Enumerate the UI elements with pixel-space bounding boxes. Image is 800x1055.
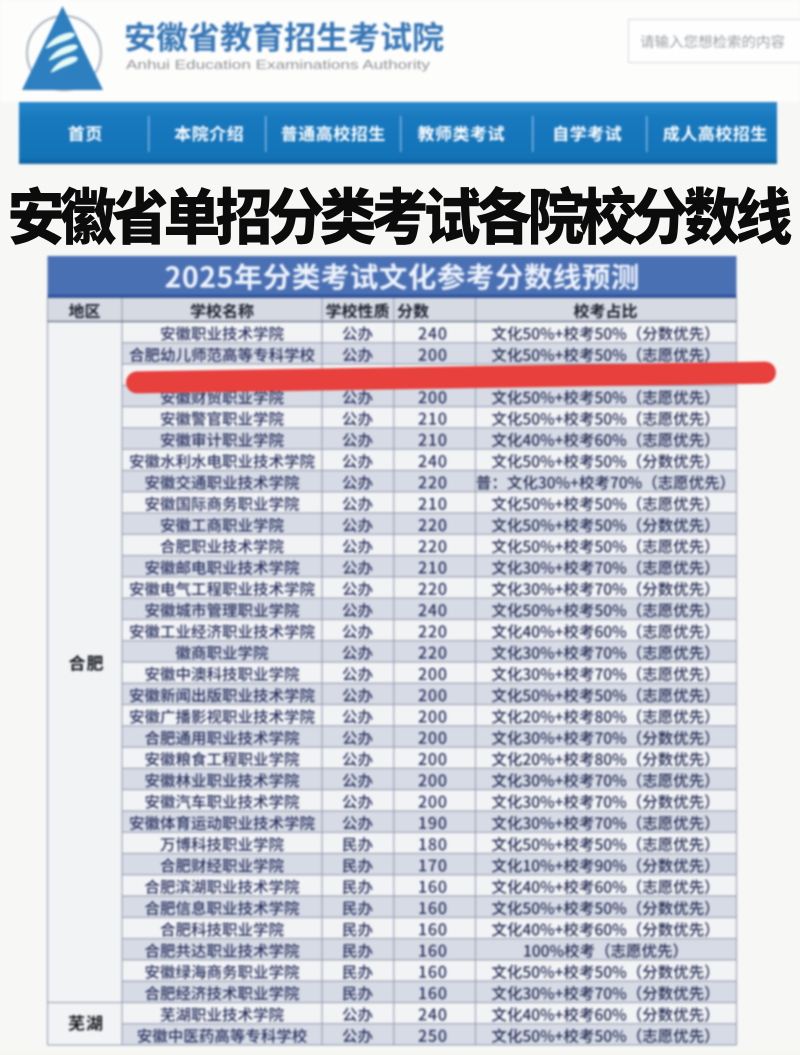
svg-text:Anhui Education Examinations A: Anhui Education Examinations Authority (126, 57, 431, 72)
